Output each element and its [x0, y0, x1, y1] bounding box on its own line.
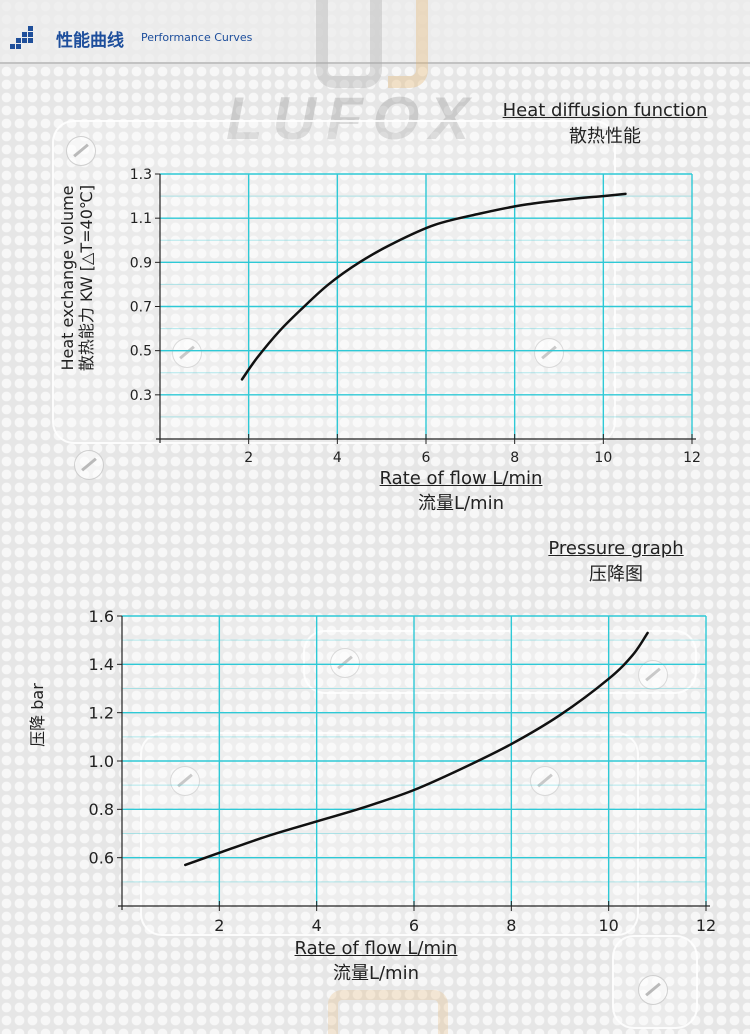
chart2-xtick-label: 2: [214, 916, 224, 935]
chart2-ytick-label: 1.6: [89, 607, 114, 626]
chart2-ytick-label: 0.6: [89, 848, 114, 867]
chart2-ytick-label: 0.8: [89, 800, 114, 819]
chart2-ylabel: 压降 bar: [28, 670, 47, 760]
chart2-xtick-label: 6: [409, 916, 419, 935]
chart2-ytick-label: 1.4: [89, 655, 114, 674]
chart2-ylabel-text: 压降 bar: [28, 670, 47, 760]
chart2-xtick-label: 8: [506, 916, 516, 935]
chart2-ytick-label: 1.2: [89, 703, 114, 722]
chart2-xtick-label: 12: [696, 916, 716, 935]
chart2-xlabel: Rate of flow L/min 流量L/min: [276, 938, 476, 985]
chart2-ytick-label: 1.0: [89, 752, 114, 771]
chart2-xlabel-cn: 流量L/min: [276, 959, 476, 985]
chart2-xtick-label: 4: [312, 916, 322, 935]
chart2-xtick-label: 10: [598, 916, 618, 935]
chart2-xlabel-en: Rate of flow L/min: [276, 938, 476, 959]
